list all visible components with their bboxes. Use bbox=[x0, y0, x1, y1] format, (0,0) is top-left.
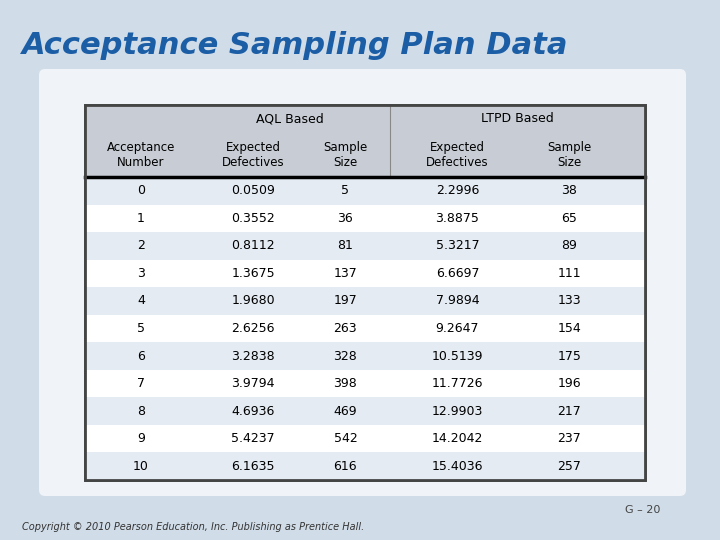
Text: 3.2838: 3.2838 bbox=[231, 349, 275, 362]
Bar bbox=[85, 260, 645, 287]
Text: Copyright © 2010 Pearson Education, Inc. Publishing as Prentice Hall.: Copyright © 2010 Pearson Education, Inc.… bbox=[22, 522, 364, 532]
Text: 137: 137 bbox=[333, 267, 357, 280]
Text: Expected
Defectives: Expected Defectives bbox=[426, 140, 489, 170]
Text: 7.9894: 7.9894 bbox=[436, 294, 480, 307]
Bar bbox=[85, 342, 645, 370]
Text: Acceptance
Number: Acceptance Number bbox=[107, 140, 175, 170]
Text: 111: 111 bbox=[557, 267, 581, 280]
Bar bbox=[85, 133, 645, 177]
Text: 15.4036: 15.4036 bbox=[432, 460, 483, 472]
Text: 0.0509: 0.0509 bbox=[231, 184, 275, 197]
Text: Sample
Size: Sample Size bbox=[323, 140, 367, 170]
Text: 6.6697: 6.6697 bbox=[436, 267, 479, 280]
Text: 542: 542 bbox=[333, 432, 357, 445]
Text: 197: 197 bbox=[333, 294, 357, 307]
Text: 5: 5 bbox=[137, 322, 145, 335]
Text: 257: 257 bbox=[557, 460, 581, 472]
Text: Sample
Size: Sample Size bbox=[547, 140, 592, 170]
Bar bbox=[85, 177, 645, 205]
Text: 8: 8 bbox=[137, 404, 145, 417]
Text: 175: 175 bbox=[557, 349, 581, 362]
Bar bbox=[85, 105, 645, 480]
Text: 1.9680: 1.9680 bbox=[231, 294, 275, 307]
Bar bbox=[85, 205, 645, 232]
Text: Acceptance Sampling Plan Data: Acceptance Sampling Plan Data bbox=[22, 31, 569, 60]
Text: 10: 10 bbox=[133, 460, 149, 472]
Bar bbox=[85, 105, 645, 133]
Text: 0.8112: 0.8112 bbox=[231, 239, 275, 252]
Text: 616: 616 bbox=[333, 460, 357, 472]
Bar bbox=[85, 425, 645, 453]
Text: 9.2647: 9.2647 bbox=[436, 322, 479, 335]
Text: 2.2996: 2.2996 bbox=[436, 184, 479, 197]
Text: 469: 469 bbox=[333, 404, 357, 417]
Text: 4: 4 bbox=[137, 294, 145, 307]
Text: 36: 36 bbox=[338, 212, 354, 225]
Text: 133: 133 bbox=[557, 294, 581, 307]
Text: 263: 263 bbox=[333, 322, 357, 335]
Text: 6: 6 bbox=[137, 349, 145, 362]
Text: 3.8875: 3.8875 bbox=[436, 212, 480, 225]
Text: 237: 237 bbox=[557, 432, 581, 445]
Text: 38: 38 bbox=[562, 184, 577, 197]
Text: 65: 65 bbox=[562, 212, 577, 225]
Text: 0: 0 bbox=[137, 184, 145, 197]
Text: 1.3675: 1.3675 bbox=[231, 267, 275, 280]
Text: 14.2042: 14.2042 bbox=[432, 432, 483, 445]
Text: 5: 5 bbox=[341, 184, 349, 197]
Text: G – 20: G – 20 bbox=[625, 505, 660, 515]
Bar bbox=[85, 105, 645, 480]
Text: 5.3217: 5.3217 bbox=[436, 239, 480, 252]
Text: 154: 154 bbox=[557, 322, 581, 335]
Text: 7: 7 bbox=[137, 377, 145, 390]
Text: 81: 81 bbox=[338, 239, 354, 252]
Text: 9: 9 bbox=[137, 432, 145, 445]
Text: 196: 196 bbox=[557, 377, 581, 390]
Bar bbox=[85, 370, 645, 397]
Bar bbox=[85, 287, 645, 315]
Bar bbox=[85, 453, 645, 480]
Text: 2.6256: 2.6256 bbox=[231, 322, 275, 335]
Text: 217: 217 bbox=[557, 404, 581, 417]
Text: 5.4237: 5.4237 bbox=[231, 432, 275, 445]
Bar bbox=[85, 315, 645, 342]
Text: 1: 1 bbox=[137, 212, 145, 225]
Text: 3: 3 bbox=[137, 267, 145, 280]
FancyBboxPatch shape bbox=[39, 69, 686, 496]
Text: 12.9903: 12.9903 bbox=[432, 404, 483, 417]
Text: AQL Based: AQL Based bbox=[256, 112, 323, 125]
Text: Expected
Defectives: Expected Defectives bbox=[222, 140, 284, 170]
Text: 398: 398 bbox=[333, 377, 357, 390]
Bar bbox=[85, 397, 645, 425]
Text: 10.5139: 10.5139 bbox=[432, 349, 483, 362]
Text: 2: 2 bbox=[137, 239, 145, 252]
Text: 6.1635: 6.1635 bbox=[231, 460, 275, 472]
Text: 4.6936: 4.6936 bbox=[231, 404, 275, 417]
Bar bbox=[85, 232, 645, 260]
Text: 328: 328 bbox=[333, 349, 357, 362]
Text: LTPD Based: LTPD Based bbox=[481, 112, 554, 125]
Text: 89: 89 bbox=[562, 239, 577, 252]
Text: 11.7726: 11.7726 bbox=[432, 377, 483, 390]
Text: 0.3552: 0.3552 bbox=[231, 212, 275, 225]
Text: 3.9794: 3.9794 bbox=[231, 377, 275, 390]
